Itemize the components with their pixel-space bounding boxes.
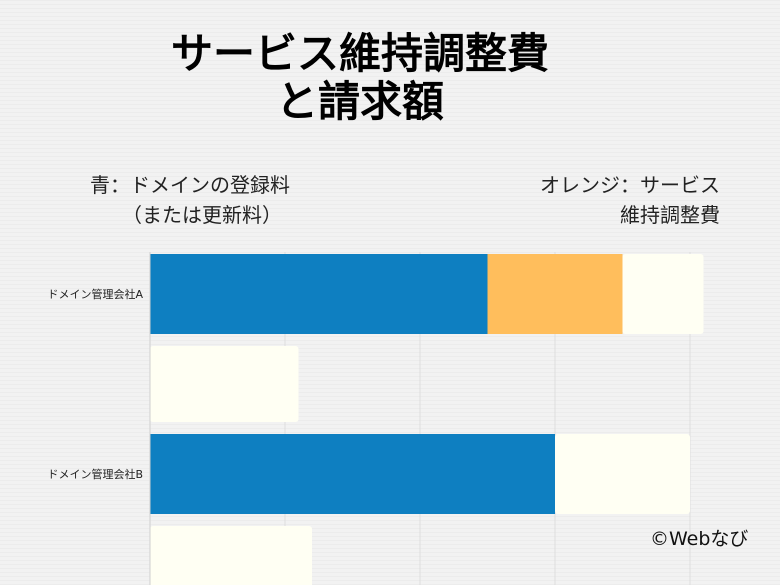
chart-title-line1: サービス維持調整費 <box>170 29 549 78</box>
bar-registration-fee <box>150 254 488 334</box>
legend-orange-line2: 維持調整費 <box>620 203 720 227</box>
bar-registration-fee <box>150 434 555 514</box>
bar-total-remainder <box>622 254 704 334</box>
chart-title-line2: と請求額 <box>275 77 444 126</box>
bar-service-fee <box>487 254 623 334</box>
legend-blue: 青：ドメインの登録料 （または更新料） <box>90 170 350 230</box>
bar-total-remainder <box>555 434 690 514</box>
legend-blue-line1: 青：ドメインの登録料 <box>90 173 290 197</box>
chart-title: サービス維持調整費 と請求額 <box>140 30 580 126</box>
bar-renewal-fee <box>150 346 299 422</box>
credit-text: ©Webなび <box>650 528 749 550</box>
legend-blue-line2: （または更新料） <box>122 203 282 227</box>
bar-renewal-fee <box>150 526 312 585</box>
legend-orange: オレンジ：サービス 維持調整費 <box>470 170 720 230</box>
category-label: ドメイン管理会社A <box>47 287 143 301</box>
legend-orange-line1: オレンジ：サービス <box>540 173 720 197</box>
category-label: ドメイン管理会社B <box>47 467 143 481</box>
